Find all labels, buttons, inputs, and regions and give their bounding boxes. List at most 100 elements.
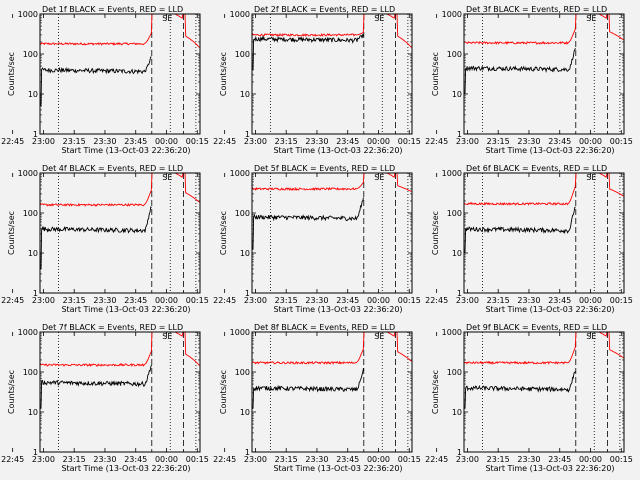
y-tick-label: 10 bbox=[452, 249, 462, 258]
y-tick-label: 1000 bbox=[442, 10, 462, 19]
x-tick-label: 23:00 bbox=[32, 455, 55, 464]
y-tick-label: 1000 bbox=[230, 169, 250, 178]
y-tick-label: 1 bbox=[245, 130, 250, 139]
x-tick-label: 23:45 bbox=[336, 455, 359, 464]
plot-frame bbox=[39, 13, 201, 135]
y-tick-label: 1 bbox=[457, 448, 462, 457]
x-tick-label: 22:45 bbox=[425, 455, 448, 464]
x-tick-label: 23:15 bbox=[63, 137, 86, 146]
y-tick-label: 1 bbox=[33, 130, 38, 139]
x-tick-label: 23:15 bbox=[275, 455, 298, 464]
x-tick-label: 22:45 bbox=[1, 455, 24, 464]
x-tick-label: 23:45 bbox=[124, 296, 147, 305]
x-tick-label: 23:30 bbox=[517, 296, 540, 305]
x-axis-label: Start Time (13-Oct-03 22:36:20) bbox=[273, 305, 402, 314]
x-axis-label: Start Time (13-Oct-03 22:36:20) bbox=[61, 464, 190, 473]
x-tick-label: 23:15 bbox=[487, 455, 510, 464]
events-series-line bbox=[464, 206, 576, 254]
x-tick-label: 23:15 bbox=[487, 137, 510, 146]
x-tick-label: 00:00 bbox=[155, 455, 178, 464]
events-series-line bbox=[40, 56, 152, 107]
lld-series-line bbox=[39, 13, 200, 48]
y-tick-label: 10 bbox=[452, 90, 462, 99]
plot-frame bbox=[251, 172, 413, 294]
y-tick-label: 1 bbox=[457, 289, 462, 298]
panel-det-9f: Det 9f BLACK = Events, RED = LLD Counts/s… bbox=[425, 323, 633, 473]
y-axis-label: Counts/sec bbox=[7, 370, 16, 414]
y-axis-label: Counts/sec bbox=[431, 52, 440, 96]
x-tick-label: 00:15 bbox=[610, 137, 633, 146]
x-tick-label: 00:15 bbox=[398, 296, 421, 305]
y-tick-label: 1000 bbox=[230, 328, 250, 337]
plot-frame bbox=[251, 13, 413, 135]
y-tick-label: 100 bbox=[23, 209, 38, 218]
y-tick-label: 10 bbox=[240, 249, 250, 258]
y-axis-label: Counts/sec bbox=[219, 211, 228, 255]
x-tick-label: 23:30 bbox=[93, 455, 116, 464]
events-series-line bbox=[40, 364, 152, 409]
x-tick-label: 00:00 bbox=[155, 296, 178, 305]
x-tick-label: 23:00 bbox=[456, 137, 479, 146]
y-tick-label: 1 bbox=[457, 130, 462, 139]
x-tick-label: 00:15 bbox=[610, 296, 633, 305]
x-tick-label: 23:00 bbox=[456, 296, 479, 305]
lld-series-line bbox=[39, 331, 200, 367]
x-tick-label: 23:45 bbox=[548, 455, 571, 464]
x-tick-label: 00:15 bbox=[610, 455, 633, 464]
x-tick-label: 23:00 bbox=[32, 296, 55, 305]
x-axis-label: Start Time (13-Oct-03 22:36:20) bbox=[485, 146, 614, 155]
y-axis-label: Counts/sec bbox=[219, 52, 228, 96]
y-tick-label: 1 bbox=[245, 448, 250, 457]
panel-title: Det 8f BLACK = Events, RED = LLD bbox=[254, 323, 395, 332]
panel-det-5f: Det 5f BLACK = Events, RED = LLD Counts/s… bbox=[213, 164, 421, 314]
panel-title: Det 9f BLACK = Events, RED = LLD bbox=[466, 323, 607, 332]
panel-title: Det 3f BLACK = Events, RED = LLD bbox=[466, 5, 607, 14]
y-tick-label: 10 bbox=[28, 90, 38, 99]
se-annotation: SE bbox=[374, 332, 384, 341]
y-tick-label: 1000 bbox=[18, 169, 38, 178]
panel-det-1f: Det 1f BLACK = Events, RED = LLD Counts/s… bbox=[1, 5, 209, 155]
x-tick-label: 23:45 bbox=[336, 296, 359, 305]
se-annotation: SE bbox=[162, 173, 172, 182]
x-tick-label: 23:15 bbox=[487, 296, 510, 305]
y-tick-label: 1000 bbox=[18, 10, 38, 19]
x-tick-label: 23:45 bbox=[548, 137, 571, 146]
x-tick-label: 23:30 bbox=[517, 455, 540, 464]
y-tick-label: 1 bbox=[33, 448, 38, 457]
plot-frame bbox=[463, 13, 625, 135]
events-series-line bbox=[464, 371, 576, 409]
se-annotation: SE bbox=[586, 332, 596, 341]
se-annotation: SE bbox=[162, 332, 172, 341]
x-tick-label: 00:15 bbox=[398, 455, 421, 464]
panel-title: Det 4f BLACK = Events, RED = LLD bbox=[42, 164, 183, 173]
panel-title: Det 7f BLACK = Events, RED = LLD bbox=[42, 323, 183, 332]
lld-series-line bbox=[251, 331, 412, 366]
y-axis-label: Counts/sec bbox=[7, 211, 16, 255]
x-tick-label: 23:00 bbox=[456, 455, 479, 464]
plot-frame bbox=[39, 331, 201, 453]
x-tick-label: 22:45 bbox=[1, 137, 24, 146]
x-tick-label: 00:00 bbox=[367, 455, 390, 464]
panel-det-4f: Det 4f BLACK = Events, RED = LLD Counts/s… bbox=[1, 164, 209, 314]
plot-frame bbox=[463, 331, 625, 453]
lld-series-line bbox=[39, 172, 200, 207]
y-tick-label: 10 bbox=[240, 408, 250, 417]
y-axis-label: Counts/sec bbox=[219, 370, 228, 414]
panel-det-2f: Det 2f BLACK = Events, RED = LLD Counts/s… bbox=[213, 5, 421, 155]
x-tick-label: 00:15 bbox=[398, 137, 421, 146]
x-tick-label: 23:30 bbox=[517, 137, 540, 146]
panel-title: Det 6f BLACK = Events, RED = LLD bbox=[466, 164, 607, 173]
x-tick-label: 22:45 bbox=[1, 296, 24, 305]
y-tick-label: 1 bbox=[245, 289, 250, 298]
x-tick-label: 23:00 bbox=[244, 137, 267, 146]
x-tick-label: 23:15 bbox=[63, 296, 86, 305]
x-tick-label: 23:45 bbox=[336, 137, 359, 146]
x-tick-label: 23:15 bbox=[275, 296, 298, 305]
y-tick-label: 10 bbox=[240, 90, 250, 99]
lld-series-line bbox=[463, 331, 624, 365]
x-tick-label: 00:00 bbox=[579, 296, 602, 305]
panel-title: Det 5f BLACK = Events, RED = LLD bbox=[254, 164, 395, 173]
y-tick-label: 10 bbox=[28, 249, 38, 258]
panel-det-6f: Det 6f BLACK = Events, RED = LLD Counts/s… bbox=[425, 164, 633, 314]
se-annotation: SE bbox=[162, 14, 172, 23]
